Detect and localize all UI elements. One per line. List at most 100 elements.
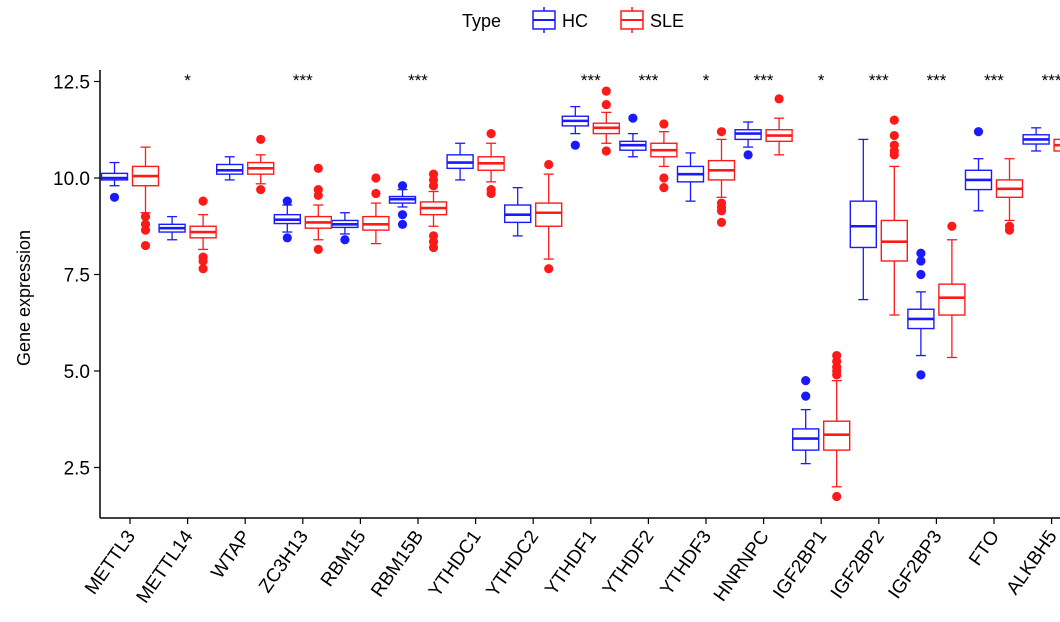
outlier-sle xyxy=(659,119,669,129)
outlier-sle xyxy=(889,150,899,160)
outlier-sle xyxy=(889,115,899,125)
outlier-sle xyxy=(140,240,151,251)
outlier-sle xyxy=(601,146,611,156)
outlier-sle xyxy=(198,256,208,266)
x-tick-label: WTAP xyxy=(207,527,255,583)
outlier-sle xyxy=(140,212,151,222)
x-tick-label: METTL3 xyxy=(81,527,140,599)
box-hc xyxy=(849,200,877,249)
significance-label: * xyxy=(703,71,710,90)
outlier-sle xyxy=(889,130,899,141)
outlier-hc xyxy=(109,192,120,202)
outlier-sle xyxy=(716,127,727,137)
outlier-sle xyxy=(774,94,784,104)
outlier-sle xyxy=(313,190,323,200)
significance-label: *** xyxy=(1042,71,1060,90)
y-tick-label: 7.5 xyxy=(64,266,90,287)
outlier-hc xyxy=(340,235,350,245)
outlier-hc xyxy=(397,219,408,229)
x-tick-label: IGF2BP1 xyxy=(769,527,831,603)
outlier-hc xyxy=(570,140,580,150)
outlier-sle xyxy=(832,370,842,380)
outlier-hc xyxy=(916,269,926,280)
outlier-sle xyxy=(371,188,381,199)
outlier-hc xyxy=(916,256,926,266)
outlier-sle xyxy=(659,173,669,183)
outlier-sle xyxy=(947,221,957,231)
outlier-sle xyxy=(428,181,439,191)
outlier-sle xyxy=(716,217,727,227)
significance-label: *** xyxy=(581,71,601,90)
outlier-sle xyxy=(544,264,554,274)
significance-label: *** xyxy=(984,71,1004,90)
x-tick-label: RBM15B xyxy=(367,527,428,601)
x-tick-label: IGF2BP2 xyxy=(827,527,889,603)
x-tick-label: YTHDC2 xyxy=(482,527,543,601)
legend-title: Type xyxy=(462,11,501,31)
x-tick-label: FTO xyxy=(965,527,1004,570)
y-tick-label: 2.5 xyxy=(64,459,90,480)
outlier-sle xyxy=(313,163,323,173)
legend-label-hc: HC xyxy=(562,11,588,31)
outlier-sle xyxy=(1004,225,1015,235)
box-sle xyxy=(535,202,563,227)
outlier-sle xyxy=(601,86,611,96)
significance-label: *** xyxy=(293,71,313,90)
outlier-sle xyxy=(659,183,669,193)
outlier-sle xyxy=(716,206,727,216)
outlier-hc xyxy=(282,196,292,206)
outlier-sle xyxy=(544,159,554,170)
x-tick-label: YTHDF3 xyxy=(657,527,717,600)
outlier-hc xyxy=(397,210,408,220)
outlier-sle xyxy=(313,244,323,255)
x-tick-label: ALKBH5 xyxy=(1003,527,1060,599)
box-hc xyxy=(100,172,129,181)
outlier-sle xyxy=(140,225,151,235)
outlier-hc xyxy=(801,391,811,401)
outlier-hc xyxy=(973,127,984,137)
outlier-hc xyxy=(916,248,926,258)
outlier-sle xyxy=(601,100,611,110)
outlier-hc xyxy=(916,370,926,380)
x-tick-label: HNRNPC xyxy=(710,527,774,606)
y-axis-label: Gene expression xyxy=(14,230,34,366)
outlier-sle xyxy=(256,134,266,144)
outlier-sle xyxy=(256,184,266,195)
box-sle xyxy=(938,283,966,316)
significance-label: * xyxy=(184,71,191,90)
x-tick-label: YTHDF1 xyxy=(541,527,601,600)
significance-label: *** xyxy=(869,71,889,90)
x-tick-label: ZC3H13 xyxy=(255,527,313,597)
significance-label: *** xyxy=(926,71,946,90)
x-tick-label: METTL14 xyxy=(133,526,198,607)
outlier-sle xyxy=(198,196,208,206)
significance-label: *** xyxy=(408,71,428,90)
legend-label-sle: SLE xyxy=(650,11,684,31)
y-tick-label: 5.0 xyxy=(64,362,90,383)
significance-label: *** xyxy=(638,71,658,90)
outlier-hc xyxy=(743,150,753,160)
outlier-sle xyxy=(371,173,381,183)
outlier-hc xyxy=(628,113,638,123)
outlier-hc xyxy=(801,376,811,386)
x-tick-label: IGF2BP3 xyxy=(884,527,946,603)
outlier-sle xyxy=(486,129,496,139)
y-tick-label: 12.5 xyxy=(53,73,90,94)
significance-label: *** xyxy=(754,71,774,90)
outlier-sle xyxy=(832,491,842,502)
outlier-hc xyxy=(397,181,408,191)
x-tick-label: YTHDC1 xyxy=(425,527,486,601)
x-tick-label: RBM15 xyxy=(317,527,371,591)
outlier-sle xyxy=(198,264,208,274)
legend: Type HC SLE xyxy=(462,7,684,33)
legend-key-hc xyxy=(532,7,556,33)
outlier-hc xyxy=(282,233,292,243)
legend-key-sle xyxy=(620,7,644,33)
x-tick-label: YTHDF2 xyxy=(599,527,659,600)
outlier-sle xyxy=(428,242,439,253)
outlier-sle xyxy=(486,188,496,199)
significance-label: * xyxy=(818,71,825,90)
y-tick-label: 10.0 xyxy=(53,169,90,190)
